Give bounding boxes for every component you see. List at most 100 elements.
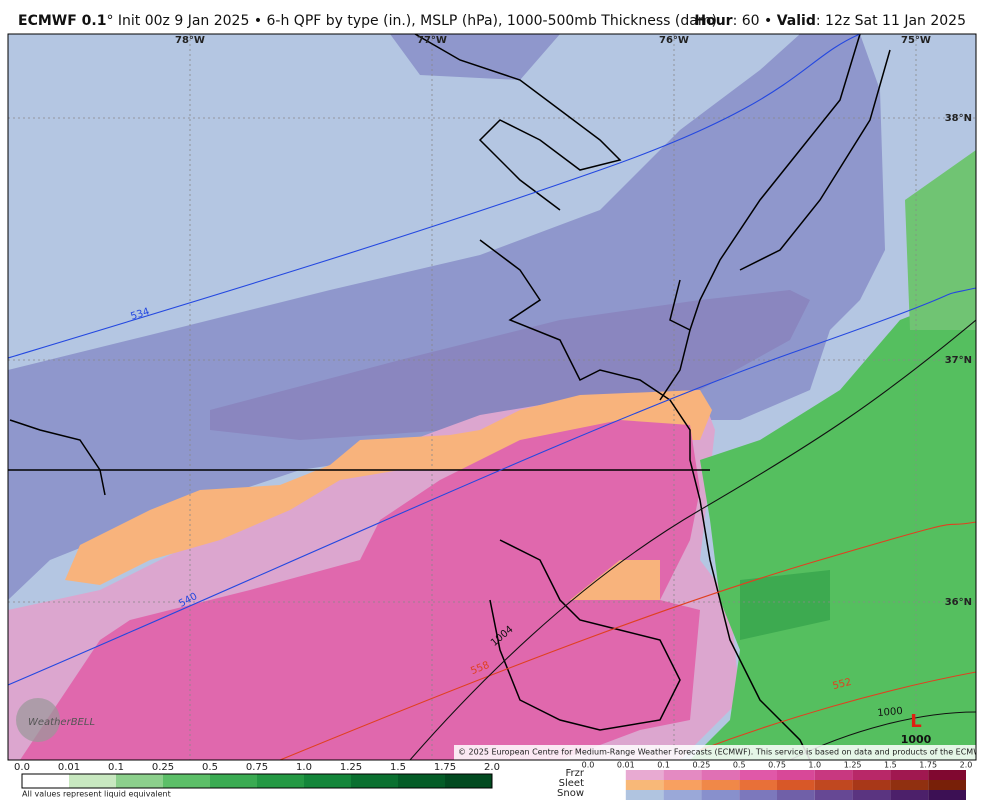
ptype-tick: 2.0 xyxy=(960,761,973,770)
ptype-swatch xyxy=(739,770,777,780)
ptype-swatch xyxy=(928,770,966,780)
lon-label: 78°W xyxy=(175,35,205,46)
thickness-558 xyxy=(279,521,976,760)
ptype-swatch xyxy=(890,780,929,790)
isobar-label: 1000 xyxy=(877,706,903,719)
ptype-tick: 1.25 xyxy=(844,761,862,770)
qpf-swatch xyxy=(22,774,69,788)
valid-label: Valid xyxy=(777,13,816,29)
coast xyxy=(739,49,891,271)
ptype-tick: 1.0 xyxy=(808,761,821,770)
qpf-tick: 0.5 xyxy=(202,762,218,773)
ptype-swatch xyxy=(701,770,740,780)
coast xyxy=(659,329,691,401)
rain xyxy=(690,290,976,760)
ptype-swatch xyxy=(777,770,815,780)
isobar-1004 xyxy=(409,319,976,760)
ptype-swatch xyxy=(777,780,815,790)
qpf-tick: 0.75 xyxy=(246,762,268,773)
sleet xyxy=(570,560,660,600)
qpf-swatch xyxy=(257,774,304,788)
logo-mark xyxy=(16,698,60,742)
ptype-swatch xyxy=(852,780,891,790)
qpf-tick: 0.1 xyxy=(108,762,124,773)
ptype-swatch xyxy=(814,780,853,790)
thickness-534 xyxy=(8,34,861,359)
lon-label: 76°W xyxy=(659,35,689,46)
snow-mod xyxy=(390,34,560,80)
valid-value: : 12z Sat 11 Jan 2025 xyxy=(816,13,966,29)
ptype-swatch xyxy=(625,780,664,790)
description: ° Init 00z 9 Jan 2025 • 6-h QPF by type … xyxy=(106,13,717,29)
ptype-tick: 0.25 xyxy=(692,761,710,770)
ptype-swatch xyxy=(701,780,740,790)
ptype-swatch xyxy=(777,790,815,800)
qpf-swatch xyxy=(163,774,210,788)
qpf-tick: 1.5 xyxy=(390,762,406,773)
ptype-swatch xyxy=(890,790,929,800)
qpf-swatch xyxy=(304,774,351,788)
ptype-swatch xyxy=(663,770,702,780)
qpf-swatch xyxy=(210,774,257,788)
map-labels: 78°W 77°W 76°W 75°W38°N37°N36°N534540552558… xyxy=(129,35,972,746)
thickness-540 xyxy=(8,287,976,686)
qpf-tick: 0.25 xyxy=(152,762,174,773)
qpf-tick: 0.01 xyxy=(58,762,80,773)
ptype-swatch xyxy=(663,780,702,790)
rain-mod xyxy=(740,570,830,640)
ptype-swatch xyxy=(663,790,702,800)
header-left: ECMWF 0.1° Init 00z 9 Jan 2025 • 6-h QPF… xyxy=(18,13,717,29)
logo: WeatherBELL xyxy=(28,717,95,728)
qpf-tick: 0.0 xyxy=(14,762,30,773)
ptype-swatch xyxy=(890,770,929,780)
rain-light xyxy=(905,150,976,330)
ptype-swatch xyxy=(814,770,853,780)
header-right: Hour: 60 • Valid: 12z Sat 11 Jan 2025 xyxy=(694,13,966,29)
coast xyxy=(669,34,861,332)
qpf-frame xyxy=(21,773,493,789)
ptype-swatch xyxy=(852,770,891,780)
ptype-swatch xyxy=(625,790,664,800)
graticule xyxy=(8,34,976,760)
copyright: © 2025 European Centre for Medium-Range … xyxy=(458,748,984,757)
ptype-tick: 0.75 xyxy=(768,761,786,770)
ptype-swatch xyxy=(625,770,664,780)
legend-note: All values represent liquid equivalent xyxy=(22,790,171,799)
map: 78°W 77°W 76°W 75°W38°N37°N36°N534540552558… xyxy=(8,34,984,760)
qpf-swatch xyxy=(445,774,492,788)
qpf-tick: 2.0 xyxy=(484,762,500,773)
ptype-tick: 1.5 xyxy=(884,761,897,770)
legend: 0.0 0.01 0.1 0.25 0.5 0.75 1.0 1.25 1.5 1.75 2.0 Al… xyxy=(14,761,973,800)
ptype-swatch xyxy=(739,790,777,800)
snow-mod xyxy=(8,34,885,600)
ptype-name: Frzr xyxy=(566,768,585,779)
snow-heavy xyxy=(210,290,810,440)
hour-label: Hour xyxy=(694,13,732,29)
lat-label: 36°N xyxy=(945,597,972,608)
ptype-swatch xyxy=(814,790,853,800)
qpf-tick: 1.75 xyxy=(434,762,456,773)
sound xyxy=(489,539,681,731)
lat-label: 38°N xyxy=(945,113,972,124)
qpf-swatch xyxy=(116,774,163,788)
qpf-tick: 1.25 xyxy=(340,762,362,773)
qpf-swatch xyxy=(398,774,445,788)
ptype-tick: 0.5 xyxy=(733,761,746,770)
copyright-bg xyxy=(454,745,976,760)
ptype-swatch xyxy=(928,780,966,790)
ptype-name: Snow xyxy=(557,788,584,799)
hour-value: : 60 • xyxy=(733,13,777,29)
contours xyxy=(8,34,976,760)
coastline xyxy=(8,34,891,760)
qpf-tick: 1.0 xyxy=(296,762,312,773)
thickness-552 xyxy=(699,671,976,751)
low-symbol: L xyxy=(910,711,921,732)
ptype-swatch xyxy=(701,790,740,800)
ptype-swatch xyxy=(739,780,777,790)
map-frame xyxy=(7,33,977,761)
ptype-name: Sleet xyxy=(559,778,584,789)
model: ECMWF 0.1 xyxy=(18,13,106,29)
ptype-tick: 0.01 xyxy=(617,761,635,770)
ptype-tick: 0.1 xyxy=(657,761,670,770)
